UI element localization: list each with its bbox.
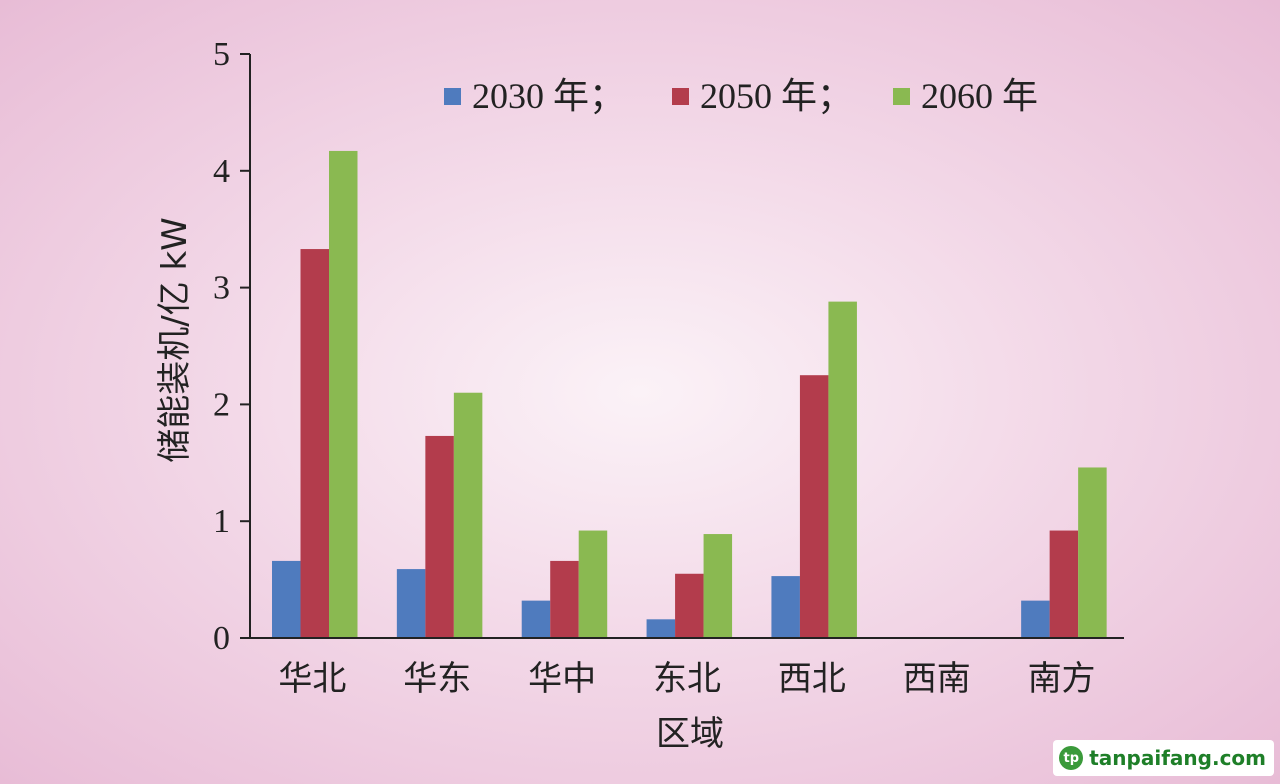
bar-华中-1: [550, 560, 579, 638]
bar-西北-1: [799, 375, 829, 638]
y-tick-label: 1: [213, 503, 230, 540]
bar-华北-1: [300, 249, 329, 638]
x-category-label: 西南: [903, 659, 971, 699]
y-tick-label: 0: [213, 620, 230, 657]
bar-南方-1: [1049, 530, 1079, 638]
bar-南方-2: [1078, 467, 1107, 638]
bar-西北-2: [828, 301, 857, 638]
legend-swatch: [444, 88, 461, 105]
legend-label: 2060 年: [921, 76, 1038, 116]
x-category-label: 华北: [278, 659, 346, 699]
legend-swatch: [893, 88, 910, 105]
x-axis-title: 区域: [656, 714, 724, 754]
bar-华北-0: [272, 560, 301, 638]
legend-label: 2050 年；: [700, 76, 853, 116]
bar-东北-1: [675, 573, 704, 638]
legend-label: 2030 年；: [472, 76, 625, 116]
x-category-label: 华中: [528, 659, 596, 699]
bar-华中-2: [578, 530, 608, 638]
bar-西北-0: [771, 576, 800, 638]
y-axis-title: 储能装机/亿 kW: [155, 217, 195, 463]
x-category-label: 西北: [778, 659, 846, 699]
bar-华东-0: [396, 569, 426, 638]
y-tick-label: 5: [213, 36, 230, 73]
x-category-label: 东北: [653, 659, 721, 699]
y-tick-label: 2: [213, 386, 230, 423]
bars-group: [272, 150, 1107, 638]
axes-group: [249, 54, 1124, 639]
x-category-label: 华东: [403, 659, 471, 699]
bar-东北-0: [646, 619, 676, 638]
bar-华北-2: [329, 150, 358, 638]
bar-华中-0: [521, 600, 551, 638]
watermark-text: tanpaifang.com: [1089, 746, 1266, 770]
legend: 2030 年； 2050 年； 2060 年: [444, 76, 1038, 116]
y-tick-label: 3: [213, 270, 230, 307]
y-ticks-group: 0 1 2 3 4 5: [213, 36, 250, 657]
tanpaifang-logo-icon: tp: [1059, 746, 1084, 770]
watermark: tp tanpaifang.com: [1053, 740, 1274, 776]
x-labels-group: 华北 华东 华中 东北 西北 西南 南方: [278, 659, 1095, 699]
bar-华东-2: [453, 392, 483, 638]
bar-华东-1: [425, 435, 454, 638]
y-tick-label: 4: [213, 153, 230, 190]
bar-东北-2: [703, 534, 733, 638]
bar-南方-0: [1021, 600, 1050, 638]
legend-swatch: [672, 88, 689, 105]
x-category-label: 南方: [1028, 659, 1096, 699]
